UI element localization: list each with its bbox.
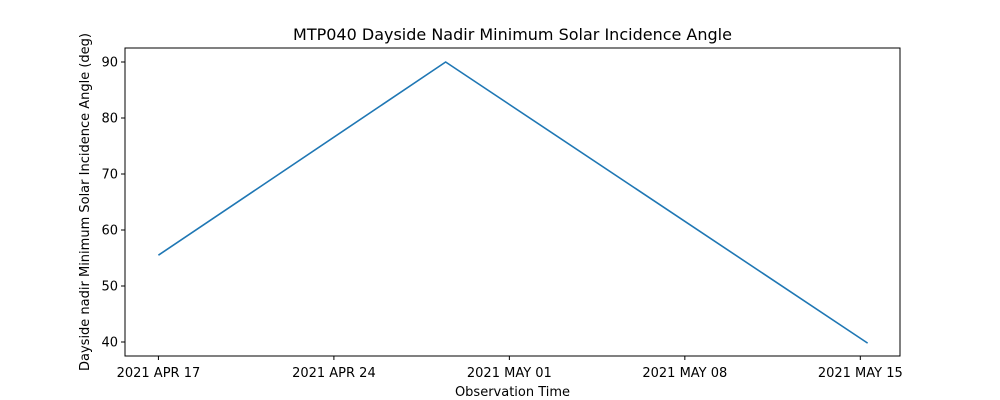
axes-frame [124, 47, 901, 357]
y-axis-label: Dayside nadir Minimum Solar Incidence An… [78, 33, 93, 371]
x-tick-label: 2021 APR 24 [292, 366, 376, 381]
y-tick-label: 90 [101, 56, 118, 71]
y-tick-label: 70 [101, 168, 118, 183]
y-tick-label: 60 [101, 224, 118, 239]
plot-area [157, 61, 869, 344]
y-tick-label: 50 [101, 280, 118, 295]
y-tick-label: 40 [101, 336, 118, 351]
x-tick-label: 2021 APR 17 [117, 366, 201, 381]
chart-title: MTP040 Dayside Nadir Minimum Solar Incid… [293, 25, 732, 44]
x-axis-label: Observation Time [455, 385, 570, 400]
x-tick-label: 2021 MAY 01 [467, 366, 552, 381]
y-tick-label: 80 [101, 112, 118, 127]
x-tick-label: 2021 MAY 08 [642, 366, 727, 381]
series-line [157, 61, 869, 344]
x-tick-label: 2021 MAY 15 [818, 366, 903, 381]
